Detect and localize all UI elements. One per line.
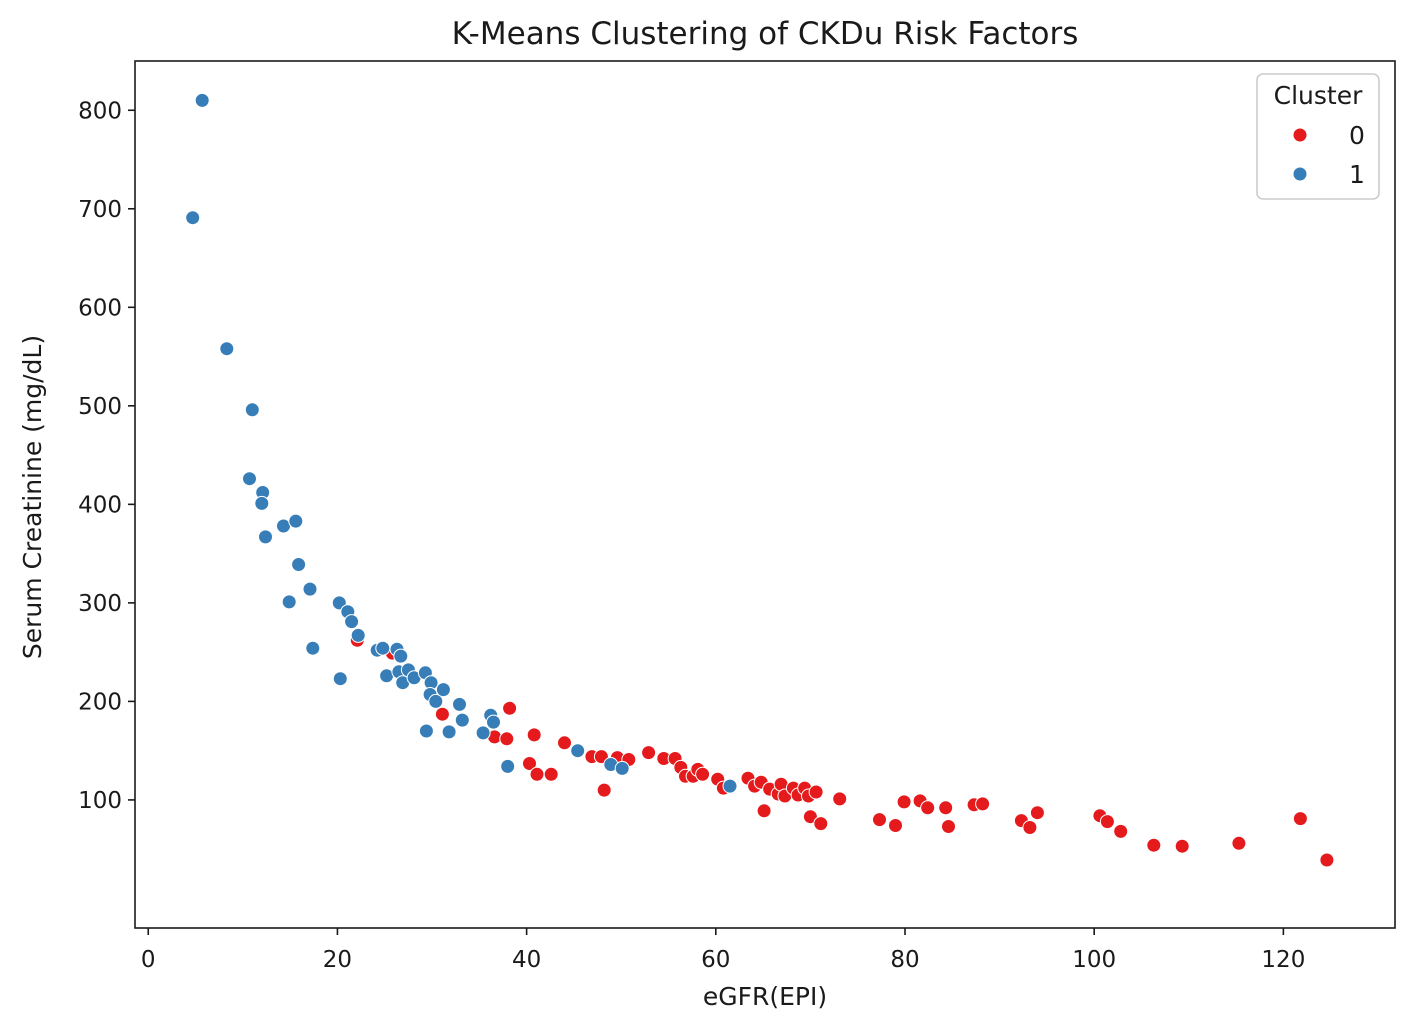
data-point-cluster-0 <box>1099 814 1115 830</box>
data-point-cluster-0 <box>499 731 515 747</box>
chart-title: K-Means Clustering of CKDu Risk Factors <box>452 16 1079 52</box>
data-point-cluster-1 <box>305 640 321 656</box>
data-point-cluster-1 <box>194 92 210 108</box>
data-point-cluster-1 <box>185 210 201 226</box>
plot-area <box>134 60 1396 929</box>
data-point-cluster-0 <box>832 791 848 807</box>
y-tick-label: 100 <box>78 788 122 814</box>
data-point-cluster-1 <box>428 693 444 709</box>
data-point-cluster-1 <box>219 341 235 357</box>
data-point-cluster-1 <box>435 682 451 698</box>
data-point-cluster-0 <box>522 756 537 771</box>
data-point-cluster-1 <box>344 614 360 630</box>
data-point-cluster-1 <box>375 640 391 656</box>
data-point-cluster-0 <box>896 794 912 810</box>
y-tick-label: 400 <box>78 492 122 518</box>
data-point-cluster-1 <box>722 778 738 794</box>
data-point-cluster-0 <box>641 745 657 761</box>
x-axis-label: eGFR(EPI) <box>703 982 827 1011</box>
data-point-cluster-1 <box>454 712 470 728</box>
legend-marker-cluster-0 <box>1292 127 1308 143</box>
data-point-cluster-1 <box>291 557 307 572</box>
data-point-cluster-0 <box>872 812 887 828</box>
x-tick-label: 20 <box>323 947 352 973</box>
data-point-cluster-0 <box>695 766 711 782</box>
data-point-cluster-1 <box>393 648 409 664</box>
data-point-cluster-1 <box>258 529 273 545</box>
x-tick-label: 60 <box>701 947 730 973</box>
x-tick-label: 100 <box>1072 947 1116 973</box>
legend-label-cluster-0: 0 <box>1349 121 1365 150</box>
data-point-cluster-1 <box>302 581 318 597</box>
data-point-cluster-1 <box>441 724 457 740</box>
legend-title: Cluster <box>1274 81 1363 110</box>
data-point-cluster-0 <box>502 700 518 716</box>
data-point-cluster-0 <box>802 809 818 825</box>
y-tick-label: 300 <box>78 591 122 617</box>
legend-label-cluster-1: 1 <box>1349 160 1365 189</box>
data-point-cluster-0 <box>813 816 829 832</box>
data-point-cluster-1 <box>570 743 586 759</box>
data-point-cluster-0 <box>434 706 450 722</box>
data-point-cluster-0 <box>1292 811 1308 827</box>
data-point-cluster-1 <box>244 402 260 418</box>
data-point-cluster-1 <box>475 725 491 741</box>
y-tick-label: 200 <box>78 689 122 715</box>
y-tick-label: 600 <box>78 295 122 321</box>
data-point-cluster-1 <box>254 495 270 511</box>
data-point-cluster-0 <box>938 800 954 816</box>
data-point-cluster-0 <box>1113 823 1129 839</box>
legend-marker-cluster-1 <box>1292 166 1308 182</box>
data-point-cluster-0 <box>1231 835 1247 851</box>
data-point-cluster-1 <box>332 671 348 687</box>
data-point-cluster-0 <box>941 819 956 834</box>
data-point-cluster-0 <box>756 803 772 819</box>
data-point-cluster-0 <box>920 800 936 816</box>
x-tick-label: 0 <box>141 947 156 973</box>
y-tick-label: 800 <box>78 98 122 124</box>
legend-box <box>1256 73 1380 200</box>
y-tick-label: 700 <box>78 197 122 223</box>
y-axis-label: Serum Creatinine (mg/dL) <box>18 335 47 659</box>
data-point-cluster-0 <box>808 784 824 800</box>
data-point-cluster-0 <box>529 766 545 782</box>
x-tick-label: 120 <box>1261 947 1305 973</box>
data-point-cluster-0 <box>1029 805 1045 821</box>
data-point-cluster-1 <box>500 758 516 774</box>
x-tick-label: 40 <box>512 947 541 973</box>
data-point-cluster-1 <box>452 696 467 712</box>
data-point-cluster-1 <box>281 594 297 610</box>
data-point-cluster-0 <box>975 796 991 812</box>
axis-ticks: 0 20 40 60 80 100 120 100 200 300 400 500 600 700 800 <box>78 98 1305 973</box>
data-point-cluster-0 <box>596 782 612 798</box>
data-point-cluster-0 <box>1319 852 1335 868</box>
data-point-cluster-1 <box>418 723 434 739</box>
legend: Cluster 0 1 <box>1256 73 1380 200</box>
data-point-cluster-1 <box>242 471 257 487</box>
data-point-cluster-0 <box>543 766 559 782</box>
data-point-cluster-0 <box>557 735 572 751</box>
data-point-cluster-0 <box>1022 820 1038 835</box>
data-point-cluster-1 <box>288 513 304 529</box>
data-point-cluster-0 <box>1174 838 1190 854</box>
data-point-cluster-1 <box>614 760 630 776</box>
data-point-cluster-1 <box>350 627 366 643</box>
y-tick-label: 500 <box>78 394 122 420</box>
data-points <box>185 92 1335 868</box>
data-point-cluster-1 <box>486 714 501 730</box>
data-point-cluster-0 <box>526 727 542 743</box>
x-tick-label: 80 <box>890 947 919 973</box>
data-point-cluster-0 <box>1146 837 1162 853</box>
data-point-cluster-0 <box>888 818 903 833</box>
